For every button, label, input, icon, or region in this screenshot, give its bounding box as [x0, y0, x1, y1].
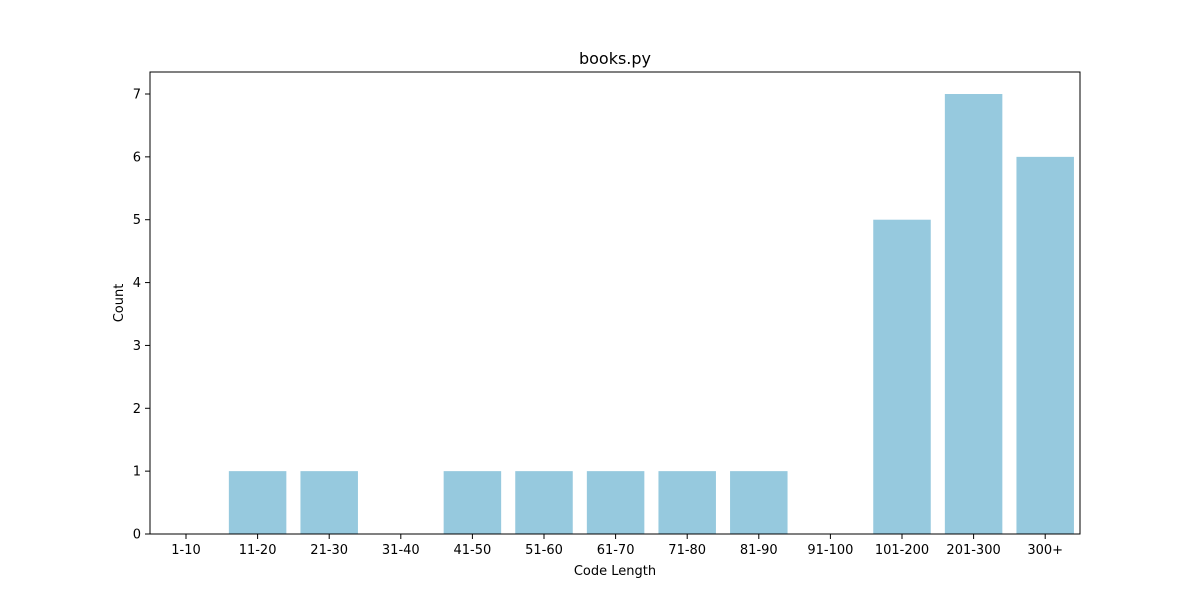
x-tick-label: 91-100	[807, 543, 853, 558]
bar-41-50	[443, 471, 502, 534]
x-tick-label: 41-50	[454, 543, 492, 558]
bar-61-70	[586, 471, 645, 534]
y-tick-label: 4	[133, 276, 141, 291]
x-tick-label: 201-300	[946, 543, 1000, 558]
bar-81-90	[730, 471, 788, 534]
x-tick-label: 11-20	[239, 543, 277, 558]
bar-11-20	[228, 471, 287, 534]
x-tick-label: 21-30	[310, 543, 348, 558]
y-tick-label: 5	[133, 213, 141, 228]
bar-300+	[1016, 156, 1074, 535]
x-tick-label: 31-40	[382, 543, 420, 558]
x-tick-label: 71-80	[668, 543, 706, 558]
x-tick-label: 101-200	[875, 543, 929, 558]
y-axis-label: Count	[112, 284, 127, 323]
ticks-layer: 1-10 11-20 21-30 31-40 41-50 51-60 61-70 71-80 8…	[133, 88, 1063, 559]
x-tick-label: 51-60	[525, 543, 563, 558]
y-tick-label: 3	[133, 339, 141, 354]
y-tick-label: 7	[133, 88, 141, 103]
bar-101-200	[873, 219, 931, 534]
x-tick-label: 300+	[1027, 543, 1063, 558]
x-axis-label: Code Length	[574, 564, 656, 579]
y-tick-label: 6	[133, 150, 141, 165]
bar-71-80	[658, 471, 716, 534]
y-tick-label: 2	[133, 402, 141, 417]
chart-title: books.py	[579, 49, 651, 68]
bar-51-60	[515, 471, 573, 534]
x-tick-label: 61-70	[597, 543, 635, 558]
bar-21-30	[300, 471, 358, 534]
bars-layer	[228, 94, 1074, 535]
x-tick-label: 1-10	[171, 543, 201, 558]
y-tick-label: 0	[133, 528, 141, 543]
bar-201-300	[944, 94, 1003, 534]
x-tick-label: 81-90	[740, 543, 778, 558]
y-tick-label: 1	[133, 465, 141, 480]
plot-area-frame	[149, 71, 1081, 535]
